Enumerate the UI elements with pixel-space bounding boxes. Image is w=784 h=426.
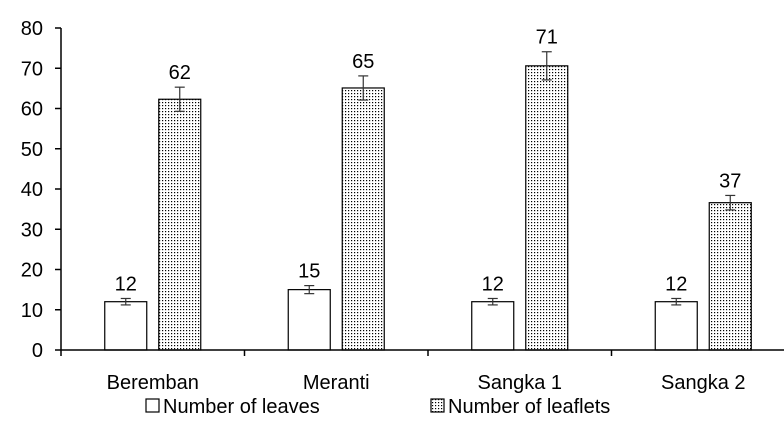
bar-leaves-2 xyxy=(471,301,515,351)
data-label: 12 xyxy=(482,273,504,295)
y-tick-label: 80 xyxy=(21,18,43,40)
bar-leaflets-1 xyxy=(341,87,385,351)
y-tick-label: 40 xyxy=(21,179,43,201)
y-tick-label: 30 xyxy=(21,219,43,241)
data-label: 65 xyxy=(352,51,374,73)
bar-leaflets-2 xyxy=(525,65,569,351)
data-label: 12 xyxy=(665,273,687,295)
legend-label-1: Number of leaflets xyxy=(448,396,610,418)
bar-leaflets-0 xyxy=(158,98,202,351)
bar-leaves-1 xyxy=(287,289,331,351)
bars-layer: 12 62 15 65 12 71 12 37 xyxy=(104,27,752,351)
x-category-label: Beremban xyxy=(107,372,199,394)
bar-leaflets-3 xyxy=(708,202,752,351)
y-tick-label: 60 xyxy=(21,99,43,121)
data-label: 71 xyxy=(536,27,558,49)
legend: Number of leaves Number of leaflets xyxy=(145,396,610,418)
data-label: 12 xyxy=(115,273,137,295)
x-category-label: Sangka 2 xyxy=(661,372,746,394)
x-category-label: Sangka 1 xyxy=(477,372,562,394)
legend-label-0: Number of leaves xyxy=(163,396,320,418)
bar-leaves-3 xyxy=(654,301,698,351)
y-tick-label: 10 xyxy=(21,300,43,322)
data-label: 15 xyxy=(298,261,320,283)
y-tick-label: 50 xyxy=(21,139,43,161)
legend-swatch-0 xyxy=(145,398,160,413)
y-tick-label: 70 xyxy=(21,58,43,80)
data-label: 37 xyxy=(719,170,741,192)
axis-layer: 0 10 20 30 40 50 60 70 80 Beremban Meranti Sangka 1… xyxy=(21,18,784,394)
x-category-label: Meranti xyxy=(303,372,370,394)
y-tick-label: 0 xyxy=(32,340,43,362)
legend-swatch-1 xyxy=(430,398,445,413)
data-label: 62 xyxy=(169,62,191,84)
bar-leaves-0 xyxy=(104,301,148,351)
y-tick-label: 20 xyxy=(21,260,43,282)
